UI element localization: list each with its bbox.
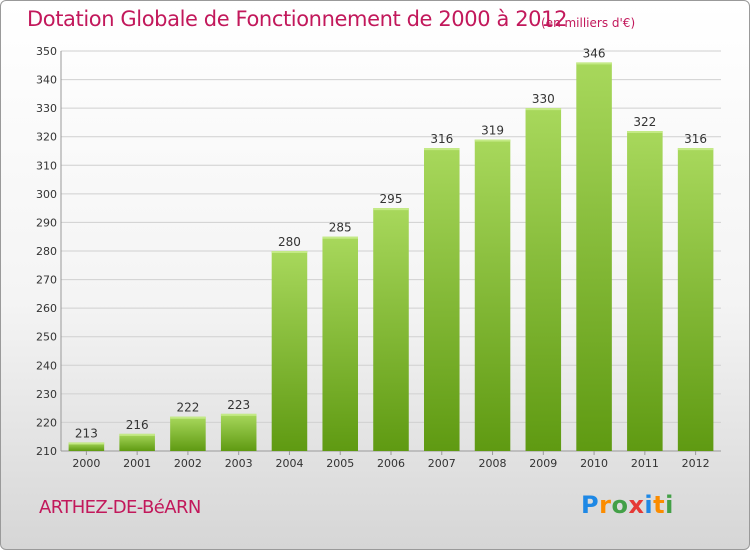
data-label: 322 [633, 115, 656, 129]
y-tick-label: 220 [36, 416, 57, 429]
bar [322, 236, 358, 451]
data-label: 319 [481, 124, 504, 138]
bar [170, 416, 206, 451]
data-label: 223 [227, 398, 250, 412]
bar-highlight [271, 251, 308, 253]
x-tick-label: 2000 [72, 457, 100, 470]
bar [474, 139, 511, 452]
x-tick-label: 2001 [123, 457, 151, 470]
bar-highlight [627, 131, 663, 133]
data-label: 316 [684, 132, 707, 146]
data-label: 216 [126, 418, 149, 432]
bar-highlight [373, 208, 409, 211]
y-tick-label: 240 [36, 359, 57, 372]
data-label: 330 [532, 92, 555, 106]
bar-highlight [677, 148, 714, 151]
y-tick-label: 340 [36, 74, 57, 87]
bar-highlight [576, 62, 612, 65]
data-label: 285 [329, 221, 352, 235]
y-tick-label: 270 [36, 274, 57, 287]
chart-subtitle: (en milliers d'€) [541, 16, 636, 30]
commune-name: ARTHEZ-DE-BéARN [39, 497, 201, 518]
bar [119, 433, 155, 451]
data-label: 222 [176, 401, 199, 415]
x-tick-label: 2002 [174, 457, 202, 470]
x-tick-label: 2003 [225, 457, 253, 470]
y-tick-label: 230 [36, 388, 57, 401]
x-tick-label: 2010 [580, 457, 608, 470]
bar [68, 442, 105, 451]
x-tick-label: 2004 [275, 457, 303, 470]
data-label: 280 [278, 235, 301, 249]
x-tick-label: 2006 [377, 457, 405, 470]
bar-highlight [424, 148, 460, 151]
y-tick-label: 330 [36, 102, 57, 115]
bar [627, 131, 663, 451]
y-tick-label: 300 [36, 188, 57, 201]
bar [271, 251, 308, 451]
y-tick-label: 350 [36, 45, 57, 58]
bar-highlight [525, 108, 562, 111]
data-label: 316 [430, 132, 453, 146]
data-label: 213 [75, 426, 98, 440]
x-tick-label: 2007 [428, 457, 456, 470]
bar-highlight [322, 236, 358, 239]
bar-highlight [220, 413, 257, 416]
data-label: 295 [380, 192, 403, 206]
y-tick-label: 310 [36, 159, 57, 172]
x-tick-label: 2011 [631, 457, 659, 470]
bar-highlight [474, 139, 511, 142]
bar [576, 62, 612, 452]
x-tick-label: 2005 [326, 457, 354, 470]
y-tick-label: 280 [36, 245, 57, 258]
y-tick-label: 320 [36, 131, 57, 144]
bar [373, 208, 409, 451]
x-tick-label: 2008 [479, 457, 507, 470]
bar-highlight [170, 416, 206, 419]
bar-highlight [119, 433, 155, 436]
data-label: 346 [583, 46, 606, 60]
bar-highlight [68, 442, 105, 445]
proxiti-logo[interactable]: Proxiti [581, 491, 674, 519]
y-tick-label: 260 [36, 302, 57, 315]
bar [525, 108, 562, 452]
bar [424, 148, 460, 451]
bar [677, 148, 714, 451]
y-tick-label: 210 [36, 445, 57, 458]
bar [220, 413, 257, 451]
chart-title: Dotation Globale de Fonctionnement de 20… [27, 7, 568, 31]
x-tick-label: 2012 [682, 457, 710, 470]
y-tick-label: 290 [36, 216, 57, 229]
y-tick-label: 250 [36, 331, 57, 344]
x-tick-label: 2009 [529, 457, 557, 470]
